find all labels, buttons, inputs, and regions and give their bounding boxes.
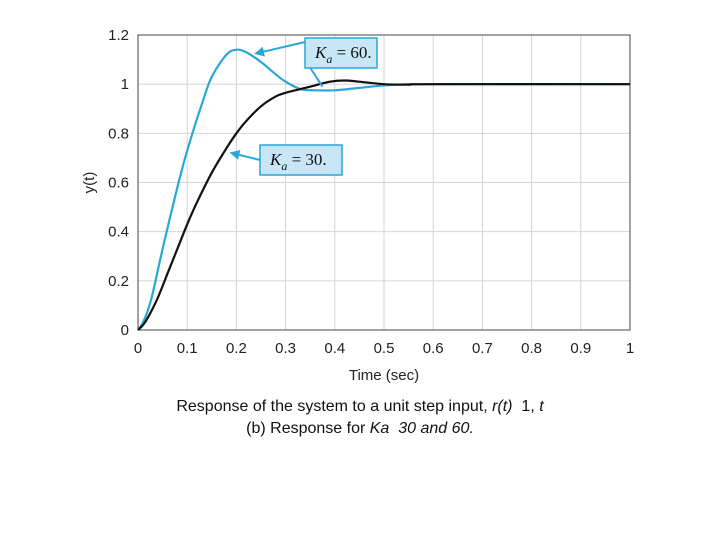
x-tick-label: 0.2 [226,340,247,357]
x-tick-label: 1 [626,340,634,357]
x-tick-label: 0 [134,340,142,357]
y-tick-label: 0.2 [108,273,129,290]
caption-line-1-prefix: Response of the system to a unit step in… [176,398,493,415]
callout-label: Ka = 30. [269,150,327,173]
caption-line-1-t: t [539,398,544,415]
caption-line-1-mid: 1, [512,398,540,415]
x-tick-label: 0.1 [177,340,198,357]
y-tick-label: 0.8 [108,125,129,142]
x-tick-label: 0.4 [324,340,345,357]
y-tick-label: 0 [121,322,129,339]
callout-label: Ka = 60. [314,43,372,66]
callout-arrow [229,150,261,161]
y-tick-label: 0.6 [108,175,129,192]
callout-box [304,37,378,69]
x-tick-label: 0.8 [521,340,542,357]
series-lines [137,48,631,331]
callout-box [259,144,343,176]
callout-arrow [254,41,306,57]
step-response-chart: 0 0.1 0.2 0.3 0.4 0.5 0.6 0.7 0.8 0.9 1 0 0.2 0.4 0.6… [81,27,634,384]
caption-line-1-r: r(t) [492,398,513,415]
x-tick-label: 0.6 [423,340,444,357]
y-axis-ticks: 0 0.2 0.4 0.6 0.8 1 1.2 [108,27,129,339]
x-axis-label: Time (sec) [349,367,419,384]
callout-leader-line [308,65,324,88]
caption-line-1: Response of the system to a unit step in… [0,396,720,417]
x-tick-label: 0.7 [472,340,493,357]
y-tick-label: 1.2 [108,27,129,44]
caption-line-2: (b) Response for Ka 30 and 60. [0,418,720,439]
x-tick-label: 0.3 [275,340,296,357]
plot-frame [137,34,631,331]
caption-line-2-prefix: (b) Response for [246,420,370,437]
y-axis-label: y(t) [81,172,98,194]
x-tick-label: 0.5 [374,340,395,357]
callout-ka60: Ka = 60. [254,37,378,88]
series-line-ka30 [137,79,631,331]
caption-line-2-emphasis: Ka 30 and 60. [369,420,474,437]
y-tick-label: 1 [121,76,129,93]
x-tick-label: 0.9 [570,340,591,357]
series-line-ka60 [137,48,630,331]
callout-ka30: Ka = 30. [229,144,343,176]
plot-border [137,34,631,331]
x-axis-ticks: 0 0.1 0.2 0.3 0.4 0.5 0.6 0.7 0.8 0.9 1 [134,340,634,357]
callouts: Ka = 60. Ka = 30. [229,37,378,176]
y-tick-label: 0.4 [108,224,129,241]
